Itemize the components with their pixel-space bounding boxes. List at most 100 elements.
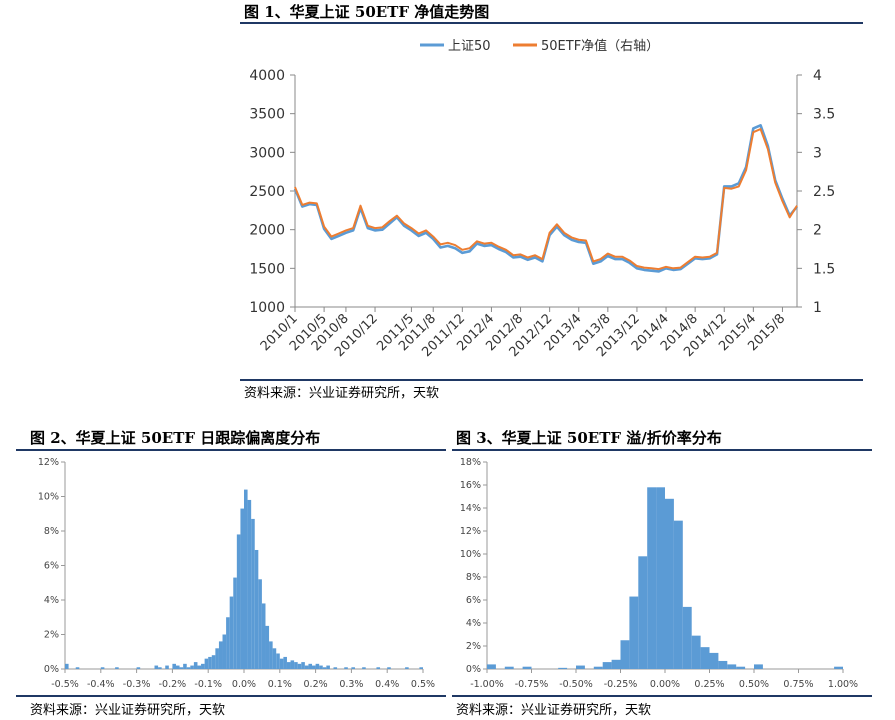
premium-bar (656, 487, 665, 669)
figure3-top-rule (452, 449, 872, 451)
tracking-dev-bar (179, 667, 184, 669)
premium-bar (593, 666, 603, 669)
left-y-tick-label: 2500 (249, 184, 285, 200)
tracking-dev-x-tick-label: 0.1% (268, 679, 292, 690)
premium-y-tick-label: 8% (466, 572, 481, 583)
tracking-dev-bar (419, 667, 423, 669)
figure1-bottom-rule (240, 379, 863, 381)
tracking-dev-x-tick-label: 0.0% (232, 679, 256, 690)
tracking-dev-bar (265, 625, 270, 670)
right-y-tick-label: 4 (813, 68, 822, 84)
left-y-tick-label: 1500 (249, 261, 285, 277)
premium-bar (736, 666, 746, 669)
tracking-dev-x-tick-label: 0.3% (339, 679, 363, 690)
tracking-dev-bar (193, 662, 198, 669)
premium-y-tick-label: 6% (466, 595, 481, 606)
tracking-dev-bar (276, 653, 280, 669)
figure1-top-rule (240, 22, 863, 24)
figure1-source: 资料来源：兴业证券研究所，天软 (244, 386, 440, 401)
legend-sse50-label: 上证50 (448, 39, 491, 54)
premium-bar (620, 640, 630, 669)
tracking-dev-bar (333, 667, 338, 669)
premium-bar (700, 647, 710, 669)
premium-x-tick-label: -0.25% (604, 679, 638, 690)
right-y-tick-label: 3 (813, 145, 822, 161)
tracking-dev-bar (247, 499, 252, 669)
tracking-dev-bar (236, 534, 241, 669)
premium-bar (754, 664, 763, 669)
premium-bar (691, 635, 701, 669)
premium-y-tick-label: 18% (460, 457, 481, 468)
tracking-dev-bar (215, 648, 219, 669)
tracking-dev-bar (75, 667, 80, 669)
tracking-dev-bar (222, 634, 227, 669)
premium-bar (718, 660, 728, 669)
tracking-dev-bar (258, 579, 262, 669)
right-y-tick-label: 2 (813, 223, 822, 239)
tracking-dev-bar (315, 663, 320, 669)
premium-x-tick-label: 1.00% (828, 679, 858, 690)
premium-y-tick-label: 14% (460, 503, 481, 514)
tracking-dev-bar (211, 655, 216, 669)
right-y-tick-label: 1.5 (813, 261, 835, 277)
figure2-top-rule (16, 449, 446, 451)
figure2-bottom-rule (16, 695, 446, 697)
figure2-title: 图 2、华夏上证 50ETF 日跟踪偏离度分布 (30, 429, 321, 447)
tracking-dev-bar (183, 663, 187, 669)
tracking-dev-bar (326, 665, 330, 669)
tracking-dev-bar (226, 617, 230, 669)
premium-y-tick-label: 4% (466, 618, 481, 629)
tracking-dev-bar (290, 660, 295, 670)
premium-bar (834, 666, 843, 669)
tracking-dev-bar (197, 665, 202, 669)
tracking-dev-x-tick-label: 0.5% (411, 679, 435, 690)
tracking-dev-bar (100, 667, 105, 669)
figure3-title: 图 3、华夏上证 50ETF 溢/折价率分布 (456, 429, 722, 447)
right-y-tick-label: 1 (813, 300, 822, 316)
tracking-dev-bar (283, 656, 287, 669)
premium-x-tick-label: -0.50% (559, 679, 593, 690)
etf-nav-line (294, 128, 798, 271)
tracking-dev-y-tick-label: 6% (44, 561, 59, 572)
tracking-dev-bar (297, 663, 302, 669)
tracking-dev-bar (322, 667, 327, 669)
left-y-tick-label: 4000 (249, 68, 285, 84)
premium-bar (611, 659, 621, 669)
tracking-dev-bar (251, 518, 255, 669)
tracking-dev-bar (229, 596, 234, 669)
premium-bar (709, 652, 719, 669)
tracking-dev-x-tick-label: -0.2% (159, 679, 187, 690)
tracking-dev-bar (261, 603, 266, 669)
premium-bar (665, 498, 674, 669)
tracking-dev-bar (136, 667, 141, 669)
left-y-tick-label: 3000 (249, 145, 285, 161)
premium-x-tick-label: -0.75% (515, 679, 549, 690)
tracking-dev-bar (154, 665, 159, 669)
legend-etf-label: 50ETF净值（右轴） (541, 38, 659, 54)
tracking-dev-bar (294, 662, 298, 669)
tracking-dev-bar (376, 667, 381, 669)
premium-bar (576, 665, 585, 669)
right-y-tick-label: 3.5 (813, 107, 835, 123)
premium-bar (522, 666, 532, 669)
premium-x-tick-label: 0.25% (694, 679, 724, 690)
premium-bar (727, 664, 737, 669)
premium-bar (558, 667, 568, 669)
figure1-title: 图 1、华夏上证 50ETF 净值走势图 (244, 3, 490, 21)
tracking-dev-bar (233, 577, 237, 669)
tracking-dev-bar (304, 665, 309, 669)
premium-bar (629, 596, 639, 669)
premium-x-tick-label: 0.50% (739, 679, 769, 690)
figure2-source: 资料来源：兴业证券研究所，天软 (30, 703, 226, 718)
figure3-source: 资料来源：兴业证券研究所，天软 (456, 703, 652, 718)
premium-bar (504, 666, 514, 669)
tracking-dev-bar (254, 549, 259, 669)
premium-x-tick-label: 0.75% (783, 679, 813, 690)
left-y-tick-label: 1000 (249, 300, 285, 316)
tracking-dev-bar (344, 667, 348, 669)
premium-y-tick-label: 12% (460, 526, 481, 537)
tracking-dev-y-tick-label: 2% (44, 630, 59, 641)
tracking-dev-y-tick-label: 12% (38, 457, 59, 468)
tracking-dev-x-tick-label: -0.5% (51, 679, 79, 690)
